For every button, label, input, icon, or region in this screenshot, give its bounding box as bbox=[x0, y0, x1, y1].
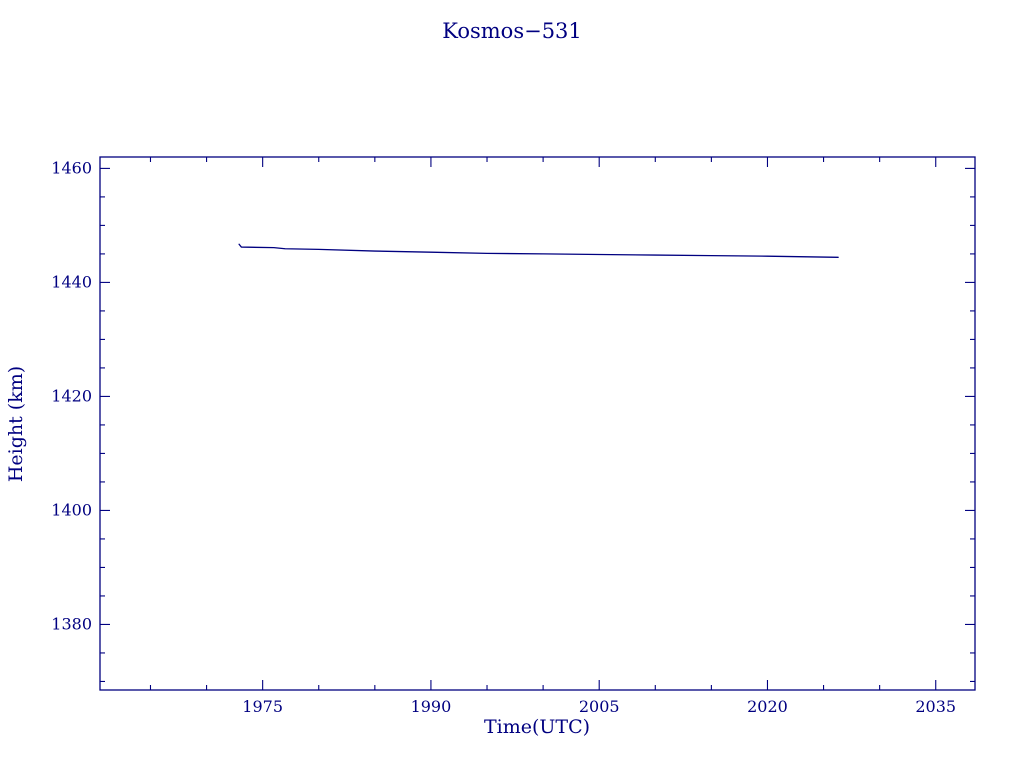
y-tick-label: 1400 bbox=[51, 500, 92, 519]
x-axis-label: Time(UTC) bbox=[484, 716, 590, 738]
y-tick-label: 1440 bbox=[51, 272, 92, 291]
x-tick-label: 2035 bbox=[915, 697, 956, 716]
axes bbox=[99, 156, 976, 691]
y-tick-label: 1380 bbox=[51, 614, 92, 633]
data-line-orbit-height bbox=[238, 243, 839, 258]
y-axis-label: Height (km) bbox=[5, 366, 27, 482]
tick-labels: 1975 1990 2005 2020 2035 1380 1400 1420 1440 1460 bbox=[51, 158, 956, 716]
y-tick-label: 1420 bbox=[51, 386, 92, 405]
x-tick-label: 1990 bbox=[411, 697, 452, 716]
chart-title: Kosmos−531 bbox=[442, 19, 582, 43]
x-tick-label: 2020 bbox=[747, 697, 788, 716]
y-tick-label: 1460 bbox=[51, 158, 92, 177]
x-tick-label: 2005 bbox=[579, 697, 620, 716]
x-tick-label: 1975 bbox=[242, 697, 283, 716]
data-series bbox=[238, 243, 839, 258]
plot-frame bbox=[99, 156, 976, 691]
